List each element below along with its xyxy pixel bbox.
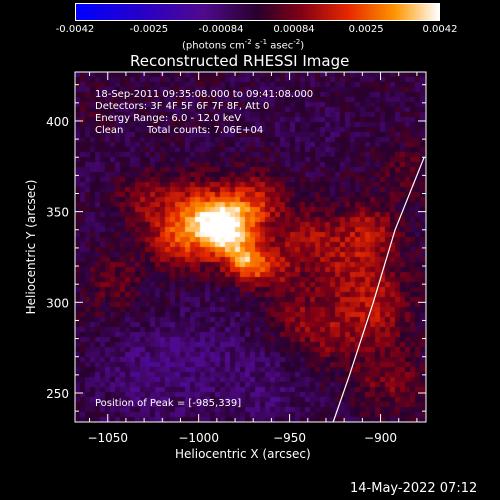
x-tick-label: −950 xyxy=(273,431,306,445)
energy-range-label: Energy Range: 6.0 - 12.0 keV xyxy=(95,113,242,124)
colorbar-tick-label: 0.0042 xyxy=(422,24,458,35)
total-counts-label: Total counts: 7.06E+04 xyxy=(147,125,264,136)
time-range-label: 18-Sep-2011 09:35:08.000 to 09:41:08.000 xyxy=(95,89,314,100)
colorbar-tick-label: -0.0025 xyxy=(129,24,169,35)
colorbar-tick-label: 0.00084 xyxy=(273,24,315,35)
chart-title: Reconstructed RHESSI Image xyxy=(130,52,350,70)
colorbar-tick-label: -0.0042 xyxy=(55,24,95,35)
solar-limb-line xyxy=(332,156,425,423)
x-tick-label: −900 xyxy=(364,431,397,445)
colorbar xyxy=(75,3,440,21)
timestamp-label: 14-May-2022 07:12 xyxy=(350,481,478,496)
x-axis-label: Heliocentric X (arcsec) xyxy=(175,447,311,461)
colorbar-unit-label: (photons cm-2 s-1 asec-2) xyxy=(182,38,305,52)
y-axis-label: Heliocentric Y (arcsec) xyxy=(24,179,38,315)
method-label: Clean xyxy=(95,125,124,136)
colorbar-tick-label: -0.00084 xyxy=(198,24,244,35)
detectors-label: Detectors: 3F 4F 5F 6F 7F 8F, Att 0 xyxy=(95,101,270,112)
x-tick-label: −1000 xyxy=(178,431,219,445)
heatmap-image xyxy=(75,72,426,422)
y-tick-label: 300 xyxy=(46,296,69,310)
x-tick-label: −1050 xyxy=(87,431,128,445)
peak-position-label: Position of Peak = [-985,339] xyxy=(95,398,242,409)
y-tick-label: 250 xyxy=(46,387,69,401)
plot-frame xyxy=(74,71,427,423)
y-tick-label: 400 xyxy=(46,115,69,129)
colorbar-tick-label: 0.0025 xyxy=(348,24,384,35)
y-tick-label: 350 xyxy=(46,206,69,220)
